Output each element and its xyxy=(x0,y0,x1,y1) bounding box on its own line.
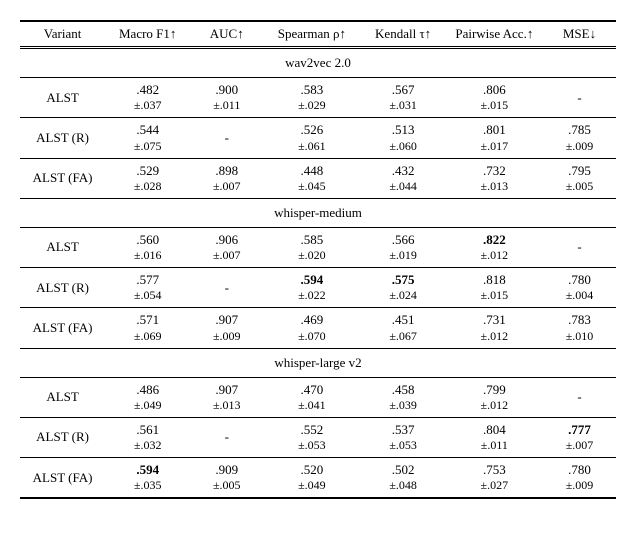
value-cell: .529±.028 xyxy=(105,158,190,198)
variant-cell: ALST xyxy=(20,377,105,417)
results-table: Variant Macro F1↑ AUC↑ Spearman ρ↑ Kenda… xyxy=(20,20,616,499)
table-row: ALST (FA).594±.035.909±.005.520±.049.502… xyxy=(20,458,616,499)
value-cell: .526±.061 xyxy=(263,118,360,158)
value-cell: - xyxy=(190,268,263,308)
value-cell: .909±.005 xyxy=(190,458,263,499)
value-cell: .583±.029 xyxy=(263,78,360,118)
col-spearman: Spearman ρ↑ xyxy=(263,21,360,48)
value-cell: .577±.054 xyxy=(105,268,190,308)
value-cell: .552±.053 xyxy=(263,417,360,457)
value-cell: .560±.016 xyxy=(105,227,190,267)
table-row: ALST (FA).571±.069.907±.009.469±.070.451… xyxy=(20,308,616,348)
col-variant: Variant xyxy=(20,21,105,48)
value-cell: .594±.022 xyxy=(263,268,360,308)
value-cell: .469±.070 xyxy=(263,308,360,348)
value-cell: .448±.045 xyxy=(263,158,360,198)
table-row: ALST.482±.037.900±.011.583±.029.567±.031… xyxy=(20,78,616,118)
table-row: ALST (R).561±.032-.552±.053.537±.053.804… xyxy=(20,417,616,457)
value-cell: .537±.053 xyxy=(361,417,446,457)
value-cell: .795±.005 xyxy=(543,158,616,198)
table-row: ALST (R).544±.075-.526±.061.513±.060.801… xyxy=(20,118,616,158)
value-cell: .907±.013 xyxy=(190,377,263,417)
table-row: ALST (R).577±.054-.594±.022.575±.024.818… xyxy=(20,268,616,308)
value-cell: .575±.024 xyxy=(361,268,446,308)
value-cell: - xyxy=(190,118,263,158)
variant-cell: ALST xyxy=(20,78,105,118)
variant-cell: ALST (FA) xyxy=(20,308,105,348)
variant-cell: ALST (R) xyxy=(20,268,105,308)
value-cell: .520±.049 xyxy=(263,458,360,499)
value-cell: .502±.048 xyxy=(361,458,446,499)
value-cell: .432±.044 xyxy=(361,158,446,198)
value-cell: .571±.069 xyxy=(105,308,190,348)
value-cell: - xyxy=(190,417,263,457)
value-cell: .785±.009 xyxy=(543,118,616,158)
value-cell: .799±.012 xyxy=(446,377,543,417)
col-pairwise: Pairwise Acc.↑ xyxy=(446,21,543,48)
value-cell: .780±.009 xyxy=(543,458,616,499)
col-mse: MSE↓ xyxy=(543,21,616,48)
variant-cell: ALST xyxy=(20,227,105,267)
value-cell: .732±.013 xyxy=(446,158,543,198)
value-cell: .780±.004 xyxy=(543,268,616,308)
value-cell: .451±.067 xyxy=(361,308,446,348)
variant-cell: ALST (R) xyxy=(20,118,105,158)
value-cell: .818±.015 xyxy=(446,268,543,308)
variant-cell: ALST (FA) xyxy=(20,458,105,499)
section-title: wav2vec 2.0 xyxy=(20,48,616,78)
value-cell: .753±.027 xyxy=(446,458,543,499)
value-cell: .806±.015 xyxy=(446,78,543,118)
value-cell: .907±.009 xyxy=(190,308,263,348)
value-cell: .566±.019 xyxy=(361,227,446,267)
value-cell: .783±.010 xyxy=(543,308,616,348)
value-cell: .486±.049 xyxy=(105,377,190,417)
section-title: whisper-large v2 xyxy=(20,348,616,377)
value-cell: - xyxy=(543,377,616,417)
section-title: whisper-medium xyxy=(20,198,616,227)
value-cell: .513±.060 xyxy=(361,118,446,158)
value-cell: - xyxy=(543,227,616,267)
value-cell: .544±.075 xyxy=(105,118,190,158)
value-cell: .822±.012 xyxy=(446,227,543,267)
col-auc: AUC↑ xyxy=(190,21,263,48)
value-cell: .585±.020 xyxy=(263,227,360,267)
value-cell: .561±.032 xyxy=(105,417,190,457)
value-cell: .906±.007 xyxy=(190,227,263,267)
value-cell: .804±.011 xyxy=(446,417,543,457)
value-cell: .801±.017 xyxy=(446,118,543,158)
value-cell: .900±.011 xyxy=(190,78,263,118)
col-macro-f1: Macro F1↑ xyxy=(105,21,190,48)
value-cell: .482±.037 xyxy=(105,78,190,118)
value-cell: .567±.031 xyxy=(361,78,446,118)
value-cell: .731±.012 xyxy=(446,308,543,348)
variant-cell: ALST (FA) xyxy=(20,158,105,198)
table-row: ALST.560±.016.906±.007.585±.020.566±.019… xyxy=(20,227,616,267)
value-cell: .898±.007 xyxy=(190,158,263,198)
col-kendall: Kendall τ↑ xyxy=(361,21,446,48)
value-cell: - xyxy=(543,78,616,118)
table-row: ALST.486±.049.907±.013.470±.041.458±.039… xyxy=(20,377,616,417)
variant-cell: ALST (R) xyxy=(20,417,105,457)
value-cell: .594±.035 xyxy=(105,458,190,499)
value-cell: .470±.041 xyxy=(263,377,360,417)
value-cell: .458±.039 xyxy=(361,377,446,417)
table-row: ALST (FA).529±.028.898±.007.448±.045.432… xyxy=(20,158,616,198)
value-cell: .777±.007 xyxy=(543,417,616,457)
